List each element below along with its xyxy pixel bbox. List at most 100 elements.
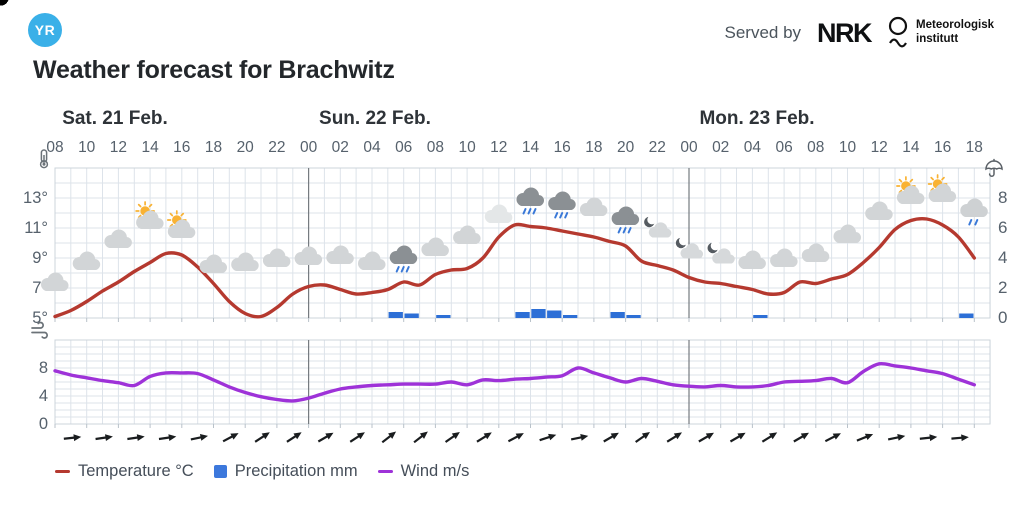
wind-arrow-shaft [127, 436, 138, 441]
time-label: 00 [300, 139, 318, 156]
wind-arrow [127, 434, 145, 441]
yr-logo[interactable]: YR [28, 13, 62, 47]
moon-shape [644, 215, 657, 228]
rain-drop [532, 208, 537, 215]
time-label: 10 [458, 139, 476, 156]
sun-ray [909, 178, 914, 183]
wind-curve [53, 361, 976, 403]
wind-arrow-shaft [666, 435, 677, 443]
time-label: 08 [807, 139, 824, 156]
wind-arrow [63, 434, 82, 442]
weather-icon-cloud [231, 252, 259, 271]
time-label: 22 [649, 139, 666, 156]
time-label: 16 [173, 139, 190, 156]
wind-arrow [729, 432, 746, 443]
wind-arrow-head [451, 431, 460, 440]
wind-legend-label: Wind m/s [400, 462, 470, 480]
cloud-shape [770, 248, 798, 267]
wind-arrow-shaft [635, 435, 645, 443]
cloud-shape [928, 183, 957, 202]
chart-shape [867, 213, 892, 220]
wind-arrow-head [483, 432, 492, 440]
time-label: 02 [332, 139, 349, 156]
wind-arrow-shaft [856, 435, 868, 442]
time-label: 02 [712, 139, 729, 156]
wind-arrow-head [737, 432, 746, 440]
wind-arrow [570, 434, 589, 441]
served-by-block: Served by NRK Meteorologisk institutt [724, 16, 994, 50]
sun-ray [898, 178, 903, 183]
wind-arrow-head [136, 434, 145, 441]
weather-icon-rain-dark [516, 187, 544, 215]
wind-axis-label: 4 [39, 387, 48, 405]
wind-arrow [856, 433, 874, 442]
wind-arrow [254, 432, 270, 443]
chart-shape [360, 263, 384, 270]
wind-axis-icon [31, 321, 48, 339]
cloud-shape [484, 204, 513, 223]
temp-axis-label: 9° [32, 249, 48, 267]
rain-drop [395, 266, 400, 273]
precip-bar [436, 315, 451, 318]
wind-arrow-head [832, 433, 841, 440]
wind-arrow-shaft [286, 435, 297, 443]
cloud-group [712, 248, 735, 264]
wind-arrow-shaft [254, 435, 265, 443]
time-label: 14 [141, 139, 159, 156]
weather-icon-sun-cloud [927, 174, 957, 202]
wind-arrow [761, 432, 778, 443]
temperature-legend-swatch [55, 469, 70, 474]
wind-arrow-shaft [381, 434, 392, 444]
wind-arrow-shaft [95, 436, 107, 441]
umbrella-icon [985, 158, 1003, 177]
chart-shape [106, 241, 131, 248]
weather-icon-cloud [262, 248, 291, 267]
precipitation-legend-swatch [213, 465, 227, 478]
wind-arrow-head [515, 433, 524, 440]
chart-shape [201, 266, 226, 273]
weather-icon-moon-cloud [675, 236, 704, 259]
wind-arrow-shaft [698, 435, 709, 443]
axis-ticks [54, 318, 975, 428]
chart-shape [647, 215, 657, 225]
weather-icon-sun-cloud [135, 201, 164, 229]
wind-arrow [824, 433, 841, 443]
chart-shape [518, 199, 543, 206]
cloud-shape [358, 251, 386, 270]
wind-arrow [887, 434, 906, 441]
temp-axis-label: 5° [32, 309, 48, 327]
wind-arrow-head [961, 434, 969, 442]
time-label: 20 [617, 139, 635, 156]
chart-shape [423, 249, 448, 256]
chart-shape [682, 252, 702, 259]
rain-drop [974, 219, 979, 226]
wind-arrow-head [929, 434, 938, 442]
yr-logo-text: YR [34, 22, 56, 38]
sun-ray [930, 176, 934, 181]
cloud-shape [199, 254, 227, 273]
wind-arrow [919, 434, 938, 442]
chart-shape [31, 331, 48, 339]
met-institute-logo: Meteorologisk institutt [887, 16, 994, 50]
wind-arrow-shaft [919, 436, 931, 440]
cloud-shape [579, 197, 608, 216]
time-label: 08 [427, 139, 444, 156]
cloud-shape [712, 248, 735, 264]
weather-icon-cloud [72, 251, 101, 270]
sun-ray [941, 176, 945, 181]
precip-bar [563, 315, 578, 318]
weather-icon-cloud [579, 197, 608, 216]
time-label: 00 [680, 139, 698, 156]
served-by-label: Served by [724, 23, 802, 42]
wind-arrow-shaft [539, 435, 550, 442]
cloud-group [680, 243, 704, 259]
wind-arrow-head [705, 432, 714, 440]
cloud-shape [421, 237, 449, 256]
precip-axis-label: 2 [998, 278, 1007, 297]
wind-arrow-head [419, 431, 428, 439]
cloud-shape [833, 224, 861, 243]
cloud-shape [680, 243, 704, 259]
temp-axis-label: 11° [24, 219, 48, 237]
wind-arrow-head [325, 432, 334, 440]
